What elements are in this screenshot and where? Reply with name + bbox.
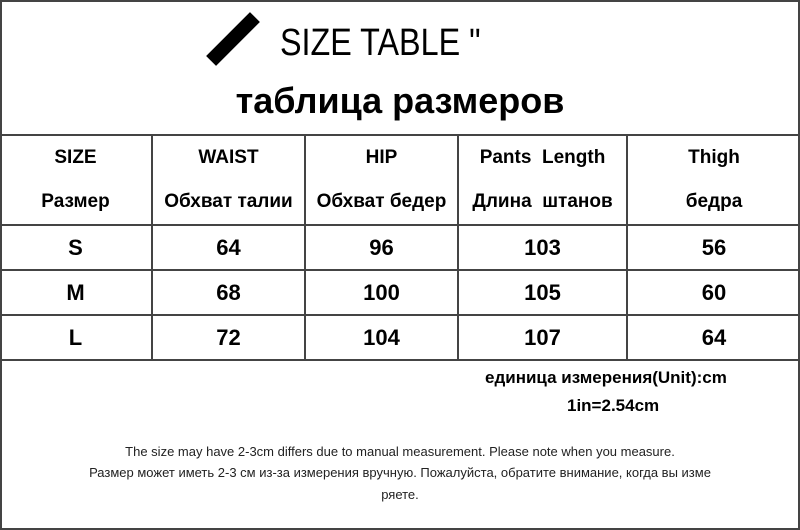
header-ru: Обхват талии xyxy=(164,191,293,212)
cell-size: S xyxy=(0,224,153,271)
header-ru: Размер xyxy=(41,191,110,212)
table-row: S 64 96 103 56 xyxy=(0,224,800,271)
cell-waist: 68 xyxy=(151,269,306,316)
cell-pants-length: 105 xyxy=(457,269,628,316)
header-ru: Обхват бедер xyxy=(316,191,447,212)
cell-thigh: 60 xyxy=(626,269,800,316)
unit-label: единица измерения(Unit):cm xyxy=(485,368,727,387)
cell-hip: 104 xyxy=(304,314,459,361)
conversion-label: 1in=2.54cm xyxy=(567,396,660,415)
header-ru: бедра xyxy=(685,191,743,212)
header-row: SIZE Размер WAIST Обхват талии HIP Обхват б… xyxy=(0,134,800,226)
title-english: SIZE TABLE " xyxy=(280,22,481,64)
cell-thigh: 64 xyxy=(626,314,800,361)
header-en: WAIST xyxy=(198,147,259,168)
table-row: L 72 104 107 64 xyxy=(0,314,800,361)
header-thigh: Thigh бедра xyxy=(626,134,800,226)
cell-size: L xyxy=(0,314,153,361)
header-waist: WAIST Обхват талии xyxy=(151,134,306,226)
table-row: M 68 100 105 60 xyxy=(0,269,800,316)
cell-hip: 100 xyxy=(304,269,459,316)
cell-hip: 96 xyxy=(304,224,459,271)
cell-waist: 72 xyxy=(151,314,306,361)
header-ru: Длина штанов xyxy=(472,191,613,212)
header-size: SIZE Размер xyxy=(0,134,153,226)
header-pants-length: Pants Length Длина штанов xyxy=(457,134,628,226)
title-russian: таблица размеров xyxy=(235,80,565,121)
header-en: Pants Length xyxy=(479,147,606,168)
cell-waist: 64 xyxy=(151,224,306,271)
header-en: HIP xyxy=(365,147,398,168)
note-russian-line2: ряете. xyxy=(381,487,419,502)
header-en: SIZE xyxy=(54,147,97,168)
header-hip: HIP Обхват бедер xyxy=(304,134,459,226)
header-en: Thigh xyxy=(688,147,740,168)
size-table: SIZE Размер WAIST Обхват талии HIP Обхват б… xyxy=(0,134,800,361)
note-russian-line1: Размер может иметь 2-3 см из-за измерени… xyxy=(89,465,711,480)
cell-size: M xyxy=(0,269,153,316)
cell-pants-length: 107 xyxy=(457,314,628,361)
note-english: The size may have 2-3cm differs due to m… xyxy=(125,444,675,459)
cell-thigh: 56 xyxy=(626,224,800,271)
cell-pants-length: 103 xyxy=(457,224,628,271)
